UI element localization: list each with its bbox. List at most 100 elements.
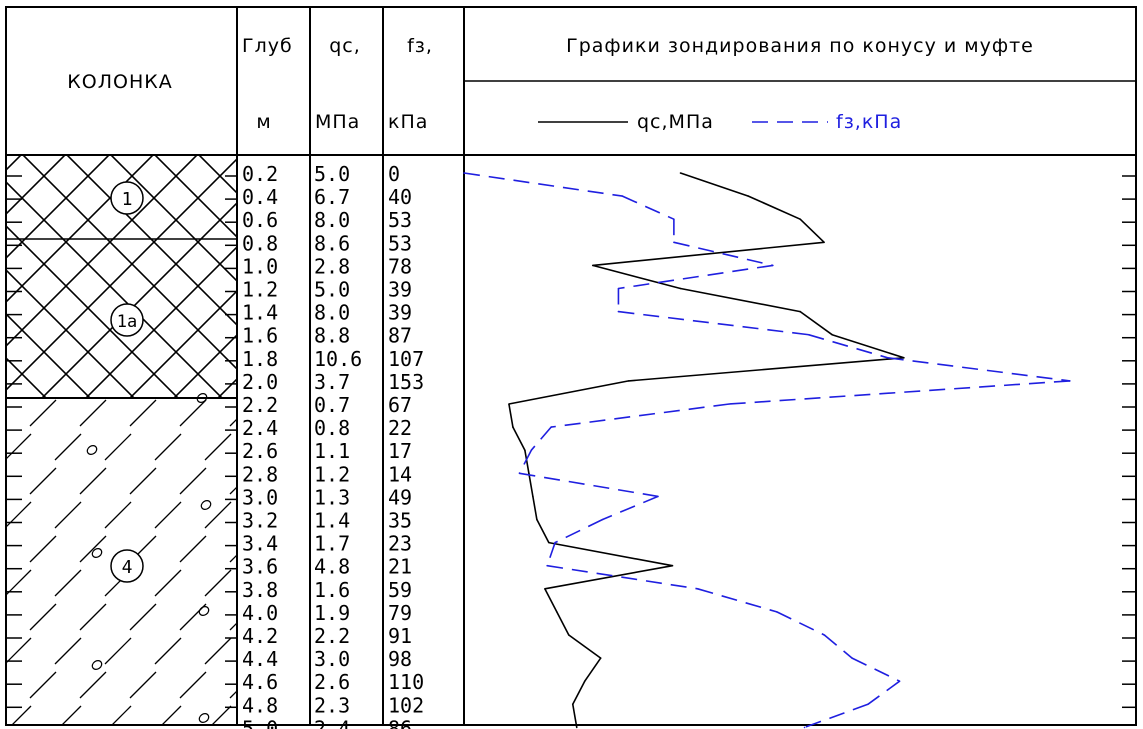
- layer-1a-marker: 1a: [110, 303, 144, 337]
- hatch-stroke-16: [229, 486, 237, 495]
- fs-cell-24: 86: [388, 716, 412, 729]
- depth-cell-20: 4.2: [242, 624, 278, 648]
- depth-cell-1: 0.4: [242, 185, 278, 209]
- depth-cell-6: 1.4: [242, 301, 278, 325]
- hatch-stroke-54: [211, 705, 232, 725]
- fs-cell-23: 102: [388, 693, 424, 717]
- hatch-stroke-9: [154, 433, 182, 461]
- hatch-stroke-36: [129, 603, 157, 631]
- qc-segment-11: [512, 426, 526, 451]
- fs-cell-17: 21: [388, 555, 412, 579]
- qc-cell-22: 2.6: [314, 670, 350, 694]
- qc-cell-0: 5.0: [314, 162, 350, 186]
- fs-cell-10: 67: [388, 393, 412, 417]
- qc-cell-9: 3.7: [314, 370, 350, 394]
- fs-segment-10: [551, 403, 730, 428]
- hatch-stroke-42: [154, 637, 182, 665]
- qc-point-23: [571, 703, 574, 706]
- qc-point-6: [799, 310, 801, 313]
- qc-segment-5: [680, 287, 801, 313]
- qc-unit: МПа: [315, 111, 360, 133]
- fs-segment-3: [673, 241, 774, 267]
- qc-point-12: [524, 449, 526, 452]
- hatch-stroke-31: [154, 569, 182, 597]
- qc-cell-18: 1.6: [314, 578, 350, 602]
- fs-point-6: [617, 310, 620, 313]
- qc-segment-7: [831, 333, 905, 359]
- qc-segment-9: [508, 380, 629, 405]
- graph-title: Графики зондирования по конусу и муфте: [566, 35, 1034, 57]
- gravel-mark-5: [198, 713, 210, 723]
- fs-cell-20: 91: [388, 624, 412, 648]
- depth-cell-16: 3.4: [242, 532, 278, 556]
- qc-segment-22: [572, 680, 586, 705]
- depth-label: Глуб: [242, 35, 293, 57]
- qc-point-2: [799, 218, 801, 220]
- hatch-stroke-14: [129, 467, 157, 495]
- fs-point-11: [550, 426, 552, 428]
- gravel-mark-1: [200, 500, 212, 510]
- qc-segment-23: [571, 704, 578, 728]
- qc-point-1: [747, 195, 750, 197]
- fs-point-3: [673, 241, 675, 244]
- depth-cell-8: 1.8: [242, 347, 278, 371]
- fs-cell-6: 39: [388, 301, 412, 325]
- fs-cell-13: 14: [388, 462, 412, 486]
- qc-segment-21: [584, 657, 602, 682]
- hatch-stroke-10: [204, 433, 232, 461]
- hatch-stroke-19: [104, 501, 132, 529]
- fs-point-19: [776, 611, 778, 613]
- fs-segment-14: [602, 495, 659, 521]
- qc-cell-20: 2.2: [314, 624, 350, 648]
- qc-point-14: [532, 495, 534, 498]
- hatch-stroke-32: [204, 569, 232, 597]
- hatch-stroke-27: [229, 554, 237, 563]
- qc-label: qc,: [329, 35, 361, 57]
- qc-point-4: [591, 264, 594, 267]
- fs-point-15: [601, 518, 604, 521]
- hatch-stroke-12: [29, 467, 57, 495]
- qc-cell-24: 2.4: [314, 716, 350, 729]
- fs-segment-19: [776, 611, 825, 636]
- fs-segment-13: [519, 472, 659, 498]
- qc-cell-23: 2.3: [314, 693, 350, 717]
- depth-cell-11: 2.4: [242, 416, 278, 440]
- layer-1-label: 1: [122, 189, 133, 210]
- qc-segment-1: [748, 195, 801, 220]
- qc-point-9: [627, 380, 630, 382]
- fs-cell-19: 79: [388, 601, 412, 625]
- fs-cell-0: 0: [388, 162, 400, 186]
- qc-cell-10: 0.7: [314, 393, 350, 417]
- qc-cell-7: 8.8: [314, 324, 350, 348]
- qc-cell-6: 8.0: [314, 301, 350, 325]
- column-ticks: [7, 175, 237, 709]
- qc-cell-16: 1.7: [314, 532, 350, 556]
- qc-segment-3: [592, 241, 825, 267]
- hatch-stroke-3: [129, 399, 157, 427]
- gravel-mark-2: [91, 548, 103, 558]
- depth-cell-5: 1.2: [242, 278, 278, 302]
- depth-cell-14: 3.0: [242, 485, 278, 509]
- gravel-mark-3: [198, 606, 210, 616]
- hatch-stroke-51: [61, 705, 82, 725]
- table-border: [5, 6, 1137, 726]
- qc-cell-15: 1.4: [314, 509, 350, 533]
- fs-point-8: [886, 357, 889, 359]
- layer-1a-circle: [110, 303, 144, 337]
- fs-segment-15: [554, 518, 603, 544]
- hatch-stroke-17: [7, 501, 32, 527]
- qc-point-5: [679, 287, 682, 290]
- qc-point-8: [903, 357, 905, 359]
- gravel-mark-4: [91, 660, 103, 670]
- qc-cell-12: 1.1: [314, 439, 350, 463]
- fs-segment-1: [622, 195, 675, 220]
- hatch-stroke-38: [229, 622, 237, 631]
- gravel-mark-0: [86, 445, 98, 455]
- qc-segment-14: [532, 496, 538, 520]
- qc-point-10: [508, 403, 510, 405]
- fs-point-1: [621, 195, 624, 197]
- qc-point-17: [671, 564, 674, 567]
- layer-4-marker: 4: [110, 549, 144, 583]
- depth-cell-18: 3.8: [242, 578, 278, 602]
- qc-point-13: [528, 472, 530, 475]
